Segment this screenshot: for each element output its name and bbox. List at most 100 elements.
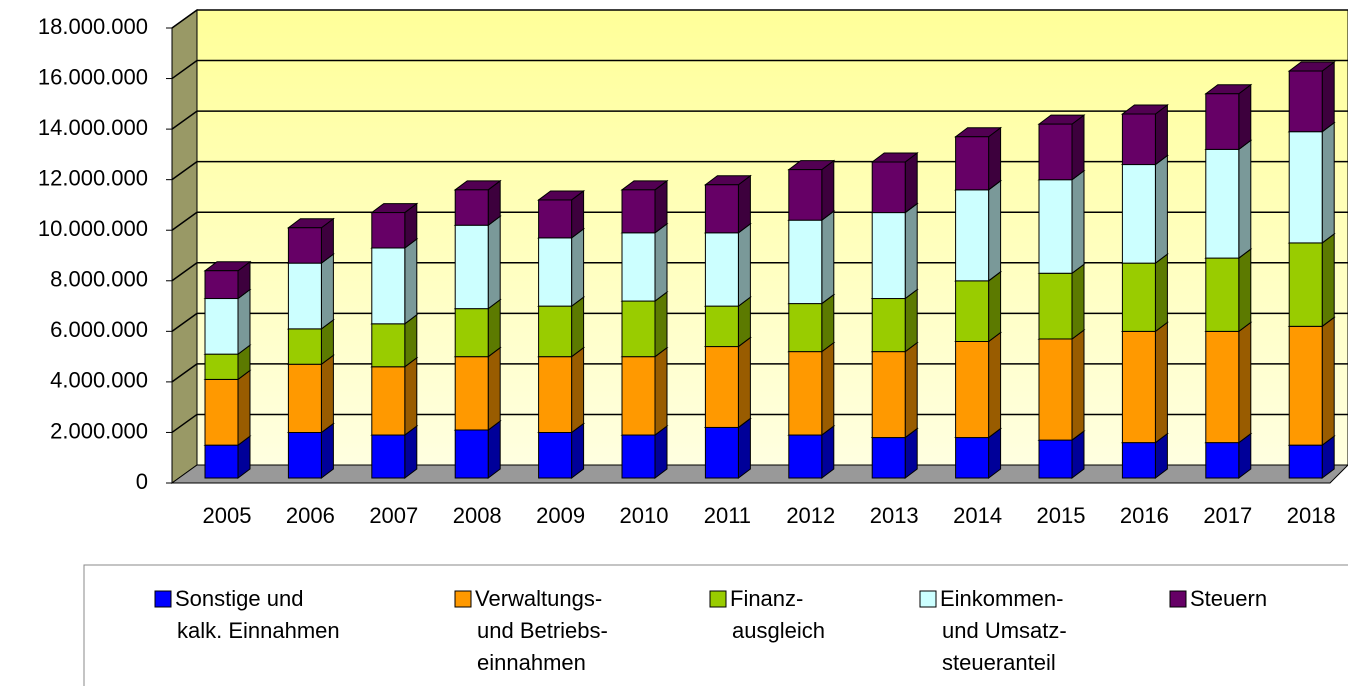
bar-side — [654, 222, 668, 303]
bar — [1121, 113, 1156, 166]
bar — [287, 432, 322, 479]
bar-side — [904, 152, 918, 214]
bar — [621, 434, 656, 479]
bar-side — [821, 293, 835, 353]
bar-side — [904, 202, 918, 300]
bar-side — [1238, 139, 1252, 260]
bar — [1121, 442, 1156, 479]
bar — [371, 366, 406, 436]
bar-side — [237, 369, 251, 447]
bar — [955, 136, 990, 191]
x-tick-label: 2015 — [1037, 503, 1086, 528]
bar — [1121, 262, 1156, 332]
bar — [955, 341, 990, 439]
legend-label: Sonstige und kalk. Einnahmen — [175, 586, 340, 643]
bar — [871, 298, 906, 353]
x-tick-label: 2014 — [953, 503, 1002, 528]
bar-side — [988, 270, 1002, 343]
y-tick-label: 0 — [136, 469, 148, 494]
bar — [955, 437, 990, 479]
grid-line — [171, 59, 1348, 80]
y-tick-label: 10.000.000 — [38, 216, 148, 241]
bar — [371, 212, 406, 249]
bar — [955, 189, 990, 282]
bar — [788, 434, 823, 479]
bar — [538, 305, 573, 358]
legend-label-line: Sonstige und — [175, 586, 303, 611]
bar-side — [821, 341, 835, 437]
legend-swatch — [154, 590, 172, 608]
bar — [454, 189, 489, 226]
bar — [704, 426, 739, 479]
bar — [538, 432, 573, 479]
bar-side — [737, 174, 751, 234]
bar-side — [821, 210, 835, 305]
grid-line — [171, 9, 1348, 29]
bar — [204, 378, 239, 446]
bar-side — [821, 159, 835, 222]
bar — [204, 298, 239, 355]
bar — [871, 212, 906, 300]
bar-side — [487, 215, 501, 310]
bar-side — [737, 336, 751, 429]
bar — [704, 184, 739, 234]
bar — [371, 323, 406, 368]
bar — [1288, 70, 1323, 133]
bar — [1288, 131, 1323, 244]
legend-swatch — [1169, 590, 1187, 608]
bar — [1205, 148, 1240, 259]
bar-side — [1238, 83, 1252, 151]
bar-side — [1071, 263, 1085, 340]
y-tick-label: 14.000.000 — [38, 115, 148, 140]
legend-label-line: einnahmen — [477, 650, 586, 675]
legend-label-line: Finanz- — [730, 586, 803, 611]
bar-side — [737, 417, 751, 479]
bar — [204, 353, 239, 380]
bar-side — [1071, 328, 1085, 442]
bar-side — [487, 419, 501, 479]
bar-side — [571, 346, 585, 434]
x-tick-label: 2011 — [704, 503, 751, 528]
bar — [1288, 444, 1323, 479]
bar — [1038, 338, 1073, 441]
x-tick-label: 2006 — [286, 503, 335, 528]
x-tick-label: 2005 — [203, 503, 252, 528]
legend-label: Verwaltungs-und Betriebs-einnahmen — [475, 586, 608, 675]
bar — [788, 219, 823, 305]
bar — [871, 351, 906, 439]
bar — [1038, 179, 1073, 274]
bar-side — [654, 346, 668, 437]
bar-side — [320, 354, 334, 434]
y-tick-label: 2.000.000 — [50, 418, 148, 443]
legend-label-line: und Umsatz- — [942, 618, 1067, 643]
y-tick-label: 16.000.000 — [38, 64, 148, 89]
bar — [538, 356, 573, 433]
bar — [788, 169, 823, 221]
x-tick-label: 2018 — [1287, 503, 1336, 528]
bar — [871, 437, 906, 479]
bar-side — [404, 356, 418, 437]
bar — [287, 363, 322, 433]
bar-side — [1154, 154, 1168, 265]
bar — [1288, 325, 1323, 446]
bar — [871, 161, 906, 214]
legend-label-line: Steuern — [1190, 586, 1267, 611]
bar-side — [1071, 169, 1085, 275]
bar-side — [1071, 114, 1085, 181]
bar — [621, 232, 656, 302]
bar — [454, 224, 489, 310]
bar — [704, 232, 739, 307]
grid-line — [171, 110, 1348, 130]
bar — [955, 280, 990, 343]
bar — [1205, 442, 1240, 479]
bar-side — [1321, 121, 1335, 244]
bar — [538, 199, 573, 239]
bar-side — [487, 346, 501, 431]
bar-side — [1321, 316, 1335, 447]
bar — [788, 351, 823, 436]
bar — [1038, 439, 1073, 479]
y-tick-label: 8.000.000 — [50, 267, 148, 292]
x-tick-label: 2017 — [1203, 503, 1252, 528]
bar — [704, 305, 739, 348]
bar — [287, 227, 322, 264]
